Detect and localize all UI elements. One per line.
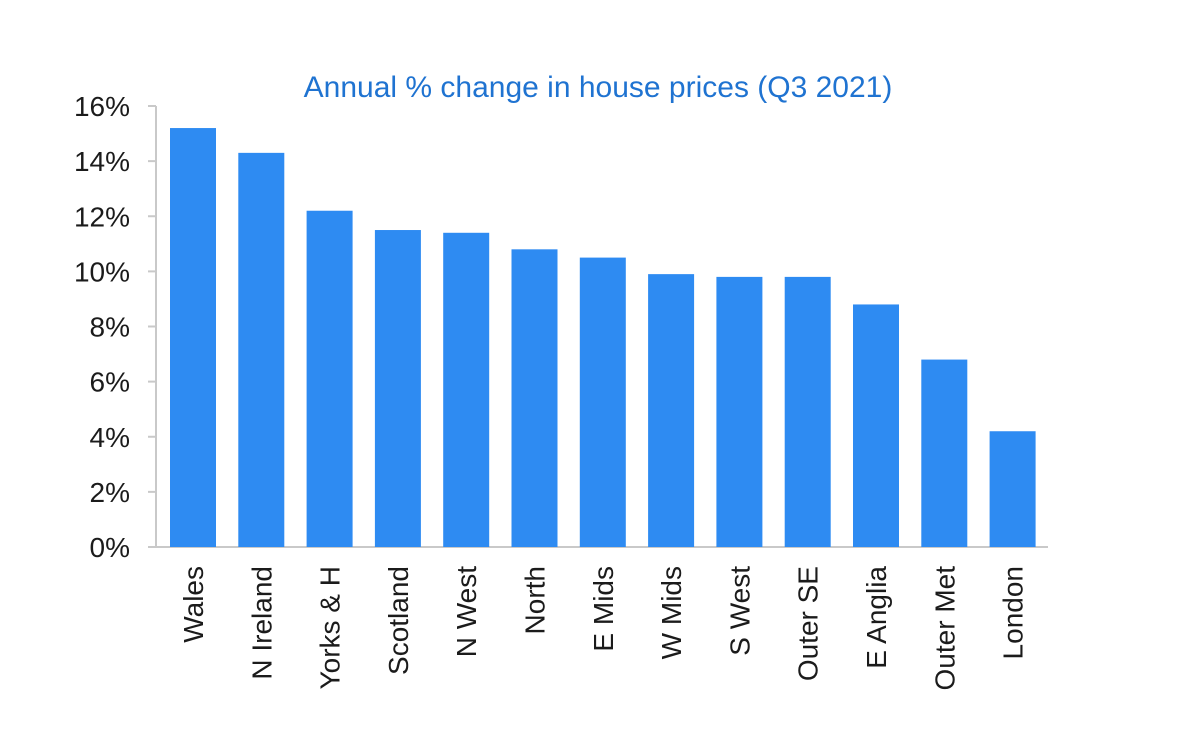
y-tick-label: 10%: [74, 256, 130, 287]
x-category-label: N Ireland: [246, 566, 277, 680]
bar: [511, 249, 558, 547]
x-category-label: Wales: [178, 566, 209, 643]
x-category-label: E Mids: [588, 566, 619, 652]
y-tick-label: 4%: [90, 422, 130, 453]
y-tick-label: 2%: [90, 477, 130, 508]
x-category-label: Outer Met: [929, 566, 960, 691]
x-category-label: Scotland: [383, 566, 414, 675]
x-category-label: Outer SE: [793, 566, 824, 681]
bar: [443, 232, 490, 547]
chart-title: Annual % change in house prices (Q3 2021…: [304, 71, 893, 104]
bar: [306, 210, 353, 548]
bar: [921, 359, 968, 547]
y-tick-label: 0%: [90, 532, 130, 563]
y-tick-label: 12%: [74, 201, 130, 232]
x-category-label: S West: [724, 566, 755, 656]
y-tick-label: 14%: [74, 146, 130, 177]
x-category-label: North: [520, 566, 551, 634]
x-category-label: N West: [451, 566, 482, 657]
x-category-labels: Wales N Ireland Yorks & H Scotland N West Nor…: [178, 566, 1029, 691]
bar: [374, 230, 421, 547]
x-category-label: W Mids: [656, 566, 687, 659]
y-tick-labels: 0% 2% 4% 6% 8% 10% 12% 14% 16%: [74, 91, 130, 563]
bars: [170, 128, 1036, 548]
bar: [579, 257, 626, 547]
x-category-label: Yorks & H: [315, 566, 346, 689]
y-tick-label: 6%: [90, 367, 130, 398]
bar: [716, 276, 763, 547]
x-category-label: London: [998, 566, 1029, 659]
bar: [989, 431, 1036, 547]
bar: [853, 304, 899, 547]
bar: [238, 152, 285, 547]
bar: [648, 274, 695, 547]
y-tick-label: 8%: [90, 312, 130, 343]
bar: [784, 276, 831, 547]
y-tick-label: 16%: [74, 91, 130, 122]
x-category-label: E Anglia: [861, 566, 892, 669]
bar: [170, 128, 216, 548]
